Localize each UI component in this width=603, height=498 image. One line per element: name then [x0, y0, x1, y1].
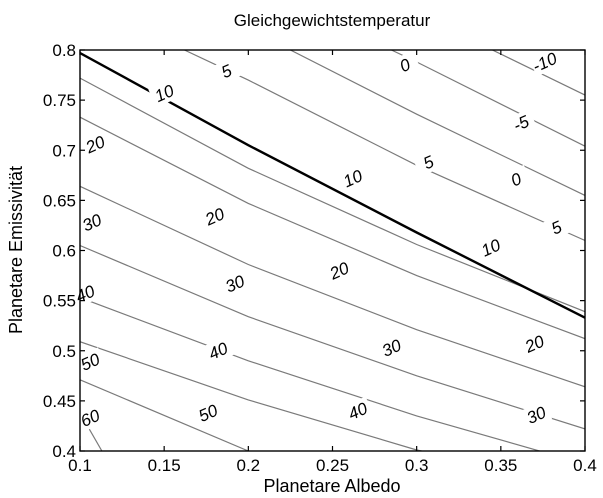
y-axis-label: Planetare Emissivität — [6, 166, 26, 334]
contour-label-bg — [474, 233, 507, 262]
contour-label-bg — [520, 400, 553, 430]
contour-label-bg — [518, 329, 551, 359]
contour-label-bg — [69, 279, 101, 309]
x-tick-label: 0.25 — [316, 456, 349, 475]
contour-line-50 — [80, 341, 422, 451]
contour-label-bg — [148, 78, 181, 108]
contour-label-bg — [341, 396, 374, 426]
contour-label-bg — [79, 129, 112, 159]
contour-label-bg — [75, 208, 108, 237]
contour-label-bg — [388, 50, 421, 80]
y-tick-label: 0.65 — [43, 191, 76, 210]
contour-line-30 — [80, 244, 585, 430]
contour-line-20 — [80, 185, 585, 388]
contour-label-bg — [500, 164, 532, 194]
contour-label-bg — [74, 347, 107, 377]
contour-line-5 — [184, 50, 585, 242]
contour-label: -10 — [530, 49, 561, 77]
contour-label-bg — [412, 147, 445, 177]
contour-label-bg — [74, 403, 107, 433]
contour-label-bg — [218, 269, 251, 299]
y-tick-label: 0.8 — [52, 41, 76, 60]
x-axis-label: Planetare Albedo — [263, 476, 400, 496]
chart-title: Gleichgewichtstemperatur — [234, 11, 431, 30]
contour-label-bg — [528, 47, 561, 77]
y-tick-label: 0.5 — [52, 342, 76, 361]
contour-label-bg — [505, 108, 537, 138]
contour-label-bg — [336, 163, 369, 193]
y-tick-label: 0.6 — [52, 242, 76, 261]
x-tick-label: 0.4 — [573, 456, 597, 475]
contour-line-5 — [80, 77, 585, 313]
contour-label-bg — [375, 333, 408, 363]
axis-ticks: 0.1 0.15 0.2 0.25 0.3 0.35 0.4 0.4 0.45 0.5 0.55 0.… — [43, 41, 597, 475]
y-tick-label: 0.75 — [43, 91, 76, 110]
y-tick-label: 0.4 — [52, 442, 76, 461]
x-tick-label: 0.1 — [68, 456, 92, 475]
contour-label-bg — [202, 336, 234, 366]
y-tick-label: 0.7 — [52, 141, 76, 160]
contour-label-bg — [191, 398, 224, 428]
x-tick-label: 0.15 — [148, 456, 181, 475]
x-tick-label: 0.35 — [484, 456, 517, 475]
contour-line-0 — [290, 50, 585, 196]
contour-label-bg — [323, 256, 356, 285]
x-tick-label: 0.2 — [237, 456, 261, 475]
x-tick-label: 0.3 — [405, 456, 429, 475]
y-tick-label: 0.45 — [43, 392, 76, 411]
contour-line-10 — [80, 116, 585, 340]
contour-line-60 — [80, 379, 249, 451]
plot-frame — [79, 49, 586, 452]
contour-label-bg — [210, 56, 243, 86]
contour-label-bg — [198, 201, 231, 231]
contour-line-40 — [80, 297, 542, 451]
contour-lines — [80, 50, 585, 451]
y-tick-label: 0.55 — [43, 292, 76, 311]
contour-label-bg — [540, 213, 573, 242]
